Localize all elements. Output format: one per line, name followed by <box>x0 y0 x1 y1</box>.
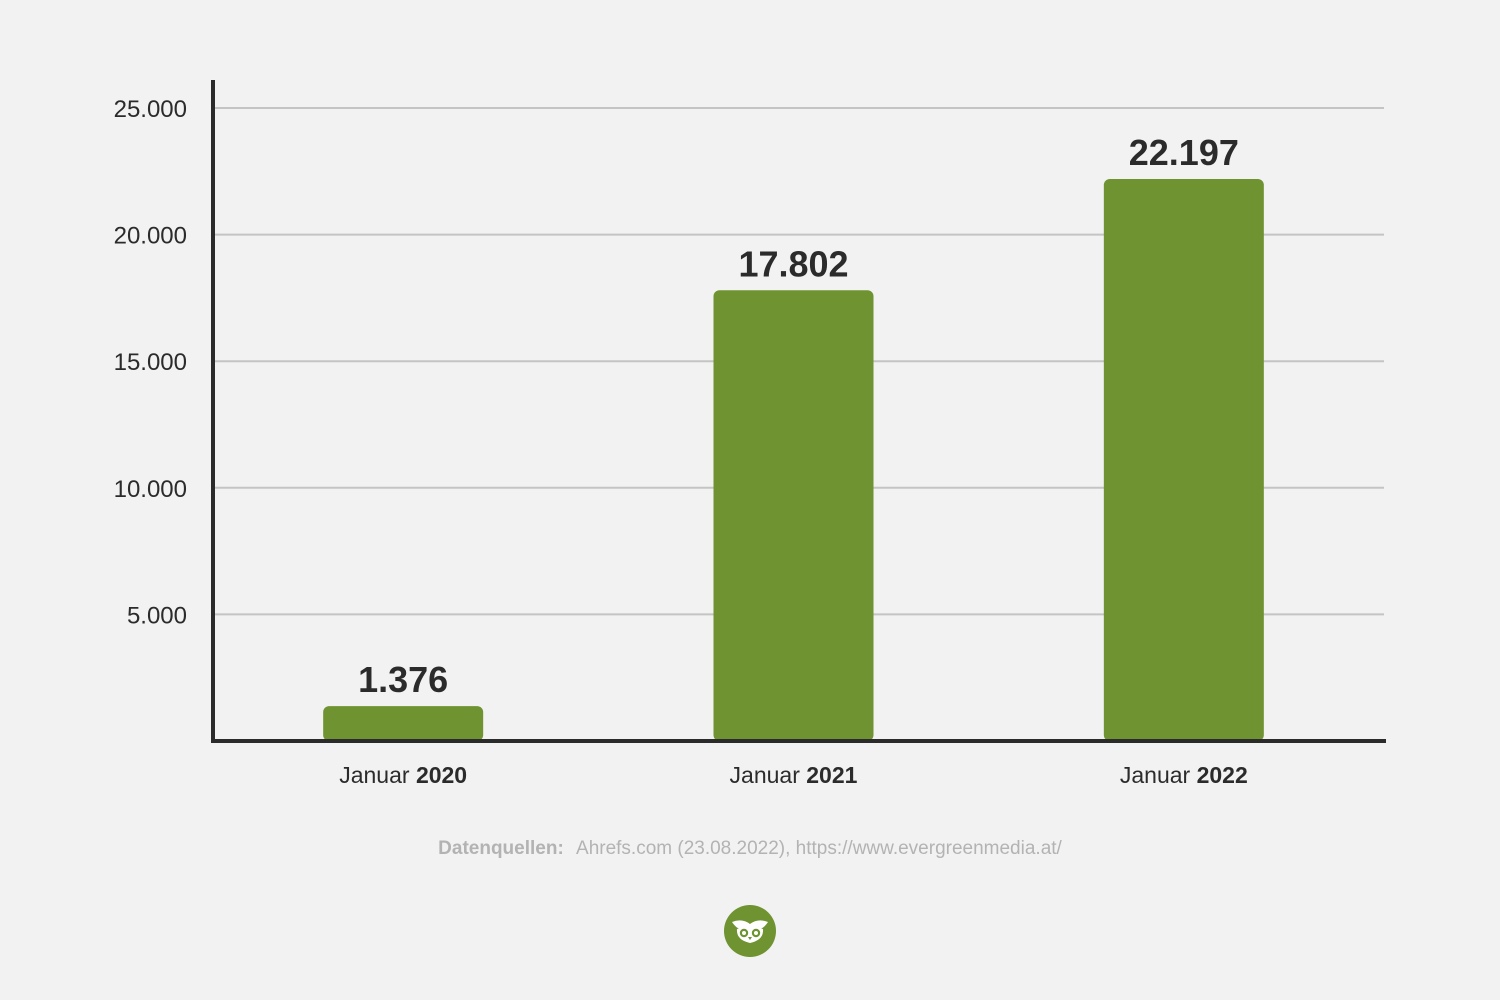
data-label: 1.376 <box>358 659 448 700</box>
data-source-text: Ahrefs.com (23.08.2022), https://www.eve… <box>576 838 1062 859</box>
x-tick-label: Januar 2020 <box>339 762 467 788</box>
y-tick-label: 10.000 <box>114 476 187 503</box>
y-tick-label: 15.000 <box>114 349 187 376</box>
y-tick-label: 5.000 <box>127 602 187 629</box>
x-tick-label: Januar 2021 <box>730 762 858 788</box>
bar <box>323 706 484 741</box>
owl-logo <box>724 905 776 957</box>
data-source: Datenquellen: Ahrefs.com (23.08.2022), h… <box>0 838 1500 860</box>
data-source-label: Datenquellen: <box>438 838 564 859</box>
y-tick-label: 25.000 <box>114 96 187 123</box>
x-tick-label: Januar 2022 <box>1120 762 1248 788</box>
bar <box>713 290 874 741</box>
bar <box>1103 178 1264 742</box>
y-tick-label: 20.000 <box>114 223 187 250</box>
data-label: 17.802 <box>738 243 848 284</box>
data-label: 22.197 <box>1129 132 1239 173</box>
owl-icon <box>732 920 768 943</box>
